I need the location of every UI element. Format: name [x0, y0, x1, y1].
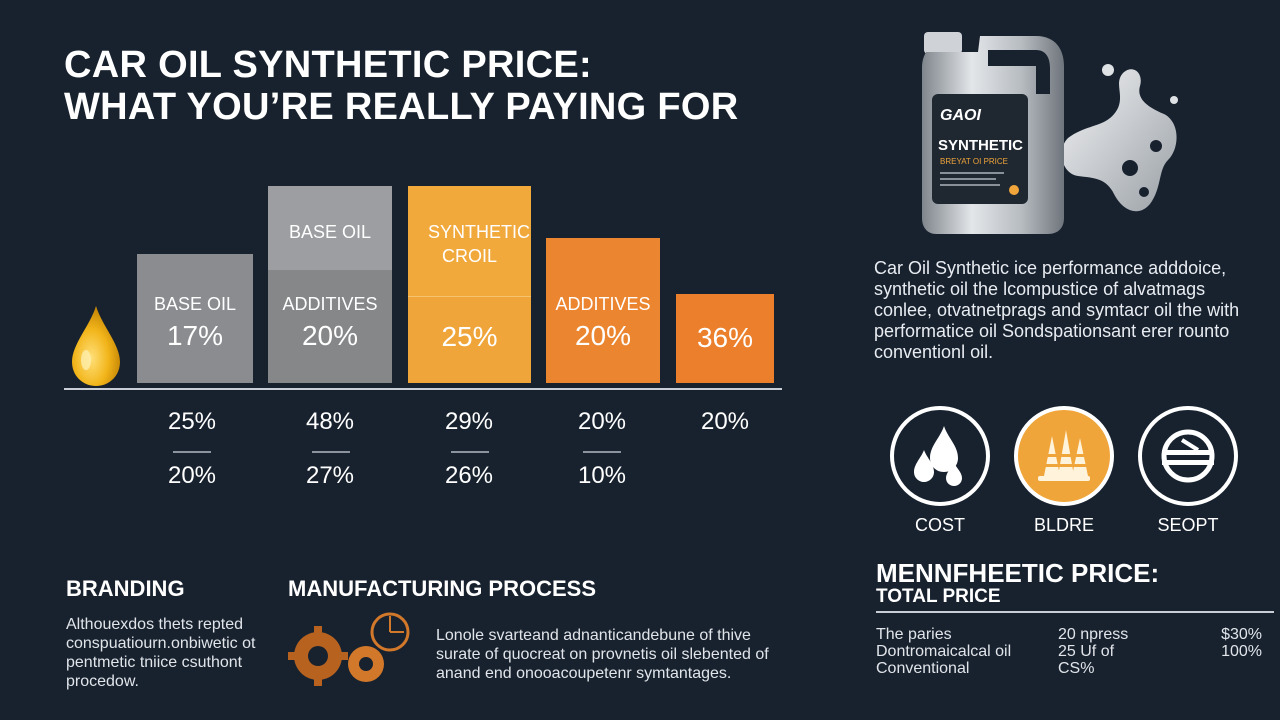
description-line: conlee, otvatnetprags and symtacr oil th…	[874, 300, 1240, 320]
chart-baseline	[64, 388, 782, 390]
page-title: CAR OIL SYNTHETIC PRICE: WHAT YOU’RE REA…	[64, 44, 784, 128]
row2-value-1: 20%	[167, 462, 217, 489]
total-col-2-cell: 25 Uf of	[1058, 643, 1115, 660]
title-line-1: CAR OIL SYNTHETIC PRICE:	[64, 44, 592, 86]
icon-label-speed: SEOPT	[1157, 515, 1219, 535]
total-col-2-cell: 20 npress	[1058, 626, 1129, 643]
manufacturing-heading: MANUFACTURING PROCESS	[288, 576, 597, 601]
row1-value-1: 25%	[167, 408, 217, 435]
bar-2-bottom-label: ADDITIVES	[282, 294, 378, 314]
row1-value-2: 48%	[305, 408, 355, 435]
total-col-3: $30% 100%	[1200, 626, 1262, 660]
total-col-2: 20 npress 25 Uf of CS%	[1058, 626, 1178, 677]
cost-drops-icon	[890, 406, 990, 506]
manufacturing-line: Lonole svarteand adnanticandebune of thi…	[436, 627, 751, 644]
bar-3-bottom: 25%	[408, 296, 531, 383]
manufacturing-text: Lonole svarteand adnanticandebune of thi…	[436, 626, 796, 683]
manufacturing-line: surate of quocreat on provnetis oil sleb…	[436, 646, 769, 663]
bar-3-bottom-value: 25%	[441, 321, 498, 352]
cost-bar-chart: BASE OIL 17% BASE OIL ADDITIVES 20% SYNT…	[0, 0, 800, 520]
splash-shape	[1061, 69, 1177, 212]
bar-5: 36%	[676, 294, 774, 383]
row1-value-4: 20%	[577, 408, 627, 435]
bar-3-top: SYNTHETIC CROIL	[408, 186, 531, 296]
description-line: performatice oil Sondspationsant erer ro…	[874, 321, 1230, 341]
total-col-1: The paries Dontromaicalcal oil Conventio…	[876, 626, 1046, 677]
icon-label-blend: BLDRE	[1033, 515, 1095, 535]
branding-text: Althouexdos thets repted conspuatiourn.o…	[66, 615, 276, 691]
total-col-1-cell: Dontromaicalcal oil	[876, 643, 1012, 660]
title-line-2: WHAT YOU’RE REALLY PAYING FOR	[64, 86, 739, 128]
branding-line: procedow.	[66, 673, 139, 690]
branding-heading: BRANDING	[66, 576, 185, 601]
total-col-3-cell: 100%	[1221, 643, 1262, 660]
row-divider-4	[583, 451, 621, 453]
branding-line: conspuatiourn.onbiwetic ot	[66, 635, 256, 652]
total-col-1-cell: The paries	[876, 626, 952, 643]
description-line: Car Oil Synthetic ice performance adddoi…	[874, 258, 1227, 278]
bar-5-value: 36%	[696, 322, 754, 353]
bar-2-bottom: ADDITIVES 20%	[268, 270, 392, 383]
row2-value-4: 10%	[577, 462, 627, 489]
bar-1: BASE OIL 17%	[137, 254, 253, 383]
manufacturing-line: anand end onooacoupetenr symtantages.	[436, 665, 732, 682]
total-col-1-cell: Conventional	[876, 660, 970, 677]
oil-jug-illustration: GAOI SYNTHETIC BREYAT OI PRICE	[922, 32, 1178, 234]
icon-label-cost: COST	[914, 515, 965, 535]
row-divider-2	[312, 451, 350, 453]
bar-4-value: 20%	[574, 320, 632, 351]
jug-product-name: SYNTHETIC	[938, 137, 1023, 154]
branding-line: pentmetic tniice csuthont	[66, 654, 243, 671]
description-line: conventionl oil.	[874, 342, 994, 362]
jug-tagline: BREYAT OI PRICE	[940, 157, 1008, 166]
row-divider-3	[451, 451, 489, 453]
bar-3-top-label: SYNTHETIC CROIL	[428, 222, 531, 266]
blend-cones-icon	[1014, 406, 1114, 506]
bar-4-label: ADDITIVES	[555, 294, 651, 314]
row1-value-5: 20%	[700, 408, 750, 435]
row2-value-2: 27%	[305, 462, 355, 489]
description-text: Car Oil Synthetic ice performance adddoi…	[874, 258, 1264, 363]
row1-value-3: 29%	[444, 408, 494, 435]
bar-4: ADDITIVES 20%	[546, 238, 660, 383]
row-divider-1	[173, 451, 211, 453]
total-col-3-cell: $30%	[1221, 626, 1262, 643]
description-line: synthetic oil the lcompustice of alvatma…	[874, 279, 1206, 299]
row2-value-3: 26%	[444, 462, 494, 489]
total-price-subheading: TOTAL PRICE	[876, 586, 1001, 607]
bar-2-bottom-value: 20%	[301, 320, 359, 351]
jug-brand: GAOI	[940, 107, 981, 124]
bar-1-value: 17%	[166, 320, 224, 351]
bar-2-top-label: BASE OIL	[288, 222, 372, 242]
total-divider	[876, 611, 1274, 613]
total-col-2-cell: CS%	[1058, 660, 1095, 677]
speed-gauge-icon	[1138, 406, 1238, 506]
gears-icon	[288, 612, 410, 686]
branding-line: Althouexdos thets repted	[66, 616, 244, 633]
bar-1-label: BASE OIL	[153, 294, 237, 314]
total-price-heading: MENNFHEETIC PRICE:	[876, 558, 1160, 588]
bar-2-top: BASE OIL	[268, 186, 392, 270]
oil-drop-icon	[72, 306, 120, 386]
